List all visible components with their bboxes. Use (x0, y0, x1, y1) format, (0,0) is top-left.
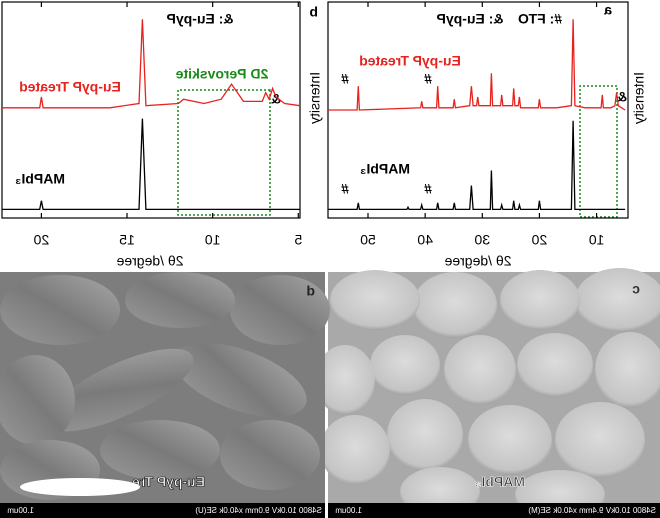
annotation: &: Eu-pyP (167, 11, 234, 27)
highlight-box (177, 89, 271, 216)
scale-label: 1.00um (335, 506, 362, 515)
sem-image (0, 272, 330, 518)
image-caption: MAPbI₃ (475, 474, 525, 490)
scale-label: 1.00um (7, 506, 34, 515)
panel-label: a (604, 2, 612, 18)
annotation: 2D Perovskite (175, 66, 268, 82)
y-axis-title: Intensity (307, 72, 323, 124)
marker: & (271, 91, 281, 107)
marker: & (617, 89, 627, 105)
marker: # (424, 71, 432, 87)
info-bar (328, 503, 660, 518)
x-tick-label: 40 (417, 232, 433, 248)
x-tick-label: 10 (205, 232, 221, 248)
marker: # (341, 181, 349, 197)
redaction (20, 478, 140, 496)
series-label: Eu-pyP Treated (359, 53, 461, 69)
panel-label: b (309, 4, 318, 20)
plot-frame (1, 1, 301, 219)
series-label: MAPbI₃ (360, 161, 410, 177)
series-line (328, 120, 626, 211)
image-caption: Eu-pyP Tre (132, 474, 205, 490)
x-tick-label: 50 (360, 232, 376, 248)
series-line (2, 118, 300, 211)
image-info: S4800 10.0kV 9.0mm x40.0k SE(U) (195, 506, 322, 515)
sem-image (315, 268, 660, 518)
series-line (2, 19, 301, 109)
series-label: MAPbI₃ (15, 171, 65, 187)
y-axis-title: Intensity (631, 72, 647, 124)
annotation: &: Eu-pyP (437, 11, 504, 27)
x-tick-label: 30 (474, 232, 490, 248)
series-line (328, 19, 626, 111)
highlight-box (579, 85, 618, 218)
panel-label: d (306, 283, 315, 299)
info-bar (0, 503, 325, 518)
annotation: #: FTO (518, 11, 562, 27)
marker: # (341, 71, 349, 87)
x-tick-label: 10 (589, 232, 605, 248)
x-tick-label: 5 (294, 232, 302, 248)
marker: # (424, 181, 432, 197)
image-info: S4800 10.0kV 9.4mm x40.0k SE(M) (528, 506, 656, 515)
x-axis-title: 2θ /degree (444, 253, 511, 269)
panel-label: c (632, 281, 640, 297)
series-label: Eu-pyP Treated (19, 79, 121, 95)
x-tick-label: 20 (33, 232, 49, 248)
x-tick-label: 20 (531, 232, 547, 248)
x-tick-label: 15 (119, 232, 135, 248)
x-axis-title: 2θ /degree (116, 253, 183, 269)
